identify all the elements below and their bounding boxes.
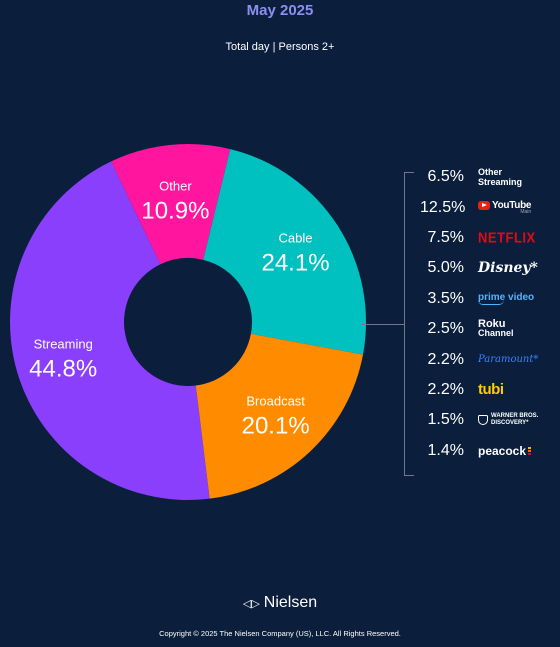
youtube-play-icon [478,201,490,211]
nielsen-logo: ◁▷ Nielsen [0,594,560,612]
breakdown-value: 3.5% [427,289,464,307]
slice-label-cable: Cable [279,231,313,246]
paramount-logo: Paramount* [478,353,539,365]
streaming-breakdown-list: 6.5% Other Streaming 12.5% YouTube Main … [420,162,560,466]
prime-video-logo: prime video [478,291,535,305]
breakdown-value: 2.5% [427,320,464,338]
breakdown-value: 12.5% [420,198,466,216]
donut-slice-cable [203,149,366,355]
slice-value-other: 10.9% [141,198,209,225]
slice-value-streaming: 44.8% [29,355,97,382]
breakdown-row-netflix: 7.5% NETFLIX [420,223,560,253]
breakdown-row-youtube: 12.5% YouTube Main [420,192,560,222]
warner-bros-discovery-logo: WARNER BROS. DISCOVERY* [478,413,538,427]
peacock-label: peacock [478,443,527,458]
prime-video-label: prime video [478,291,535,303]
nielsen-mark-icon: ◁▷ [242,597,260,610]
youtube-sub-label: Main [520,208,532,215]
donut-slice-streaming [9,161,210,501]
wbd-label-bottom: DISCOVERY* [491,420,529,427]
slice-value-cable: 24.1% [261,250,329,277]
breakdown-value: 1.5% [427,411,464,429]
other-streaming-label: Other Streaming [478,167,523,188]
breakdown-row-prime-video: 3.5% prime video [420,284,560,314]
donut-chart: Streaming 44.8% Other 10.9% Cable 24.1% Broadc… [9,144,366,501]
donut-slice-other [111,144,231,265]
breakdown-row-roku: 2.5% Roku Channel [420,314,560,344]
roku-channel-label: Channel [478,328,514,339]
slice-label-other: Other [159,179,192,194]
tubi-logo: tubi [478,380,504,398]
breakdown-value: 6.5% [427,168,464,186]
streaming-bracket [404,172,414,476]
netflix-logo: NETFLIX [478,229,536,246]
prime-smile-icon [478,300,504,305]
peacock-dots-icon [528,446,532,455]
roku-label: Roku [478,318,506,331]
slice-label-broadcast: Broadcast [246,393,305,408]
slice-value-broadcast: 20.1% [242,412,310,439]
wb-shield-icon [478,415,488,426]
chart-subtitle: Total day | Persons 2+ [225,41,335,53]
youtube-logo: YouTube Main [478,199,532,215]
breakdown-row-peacock: 1.4% peacock [420,436,560,466]
breakdown-row-wbd: 1.5% WARNER BROS. DISCOVERY* [420,405,560,435]
breakdown-row-paramount: 2.2% Paramount* [420,344,560,374]
breakdown-value: 5.0% [427,259,464,277]
breakdown-value: 2.2% [427,380,464,398]
slice-label-streaming: Streaming [34,336,93,351]
breakdown-value: 7.5% [427,228,464,246]
youtube-label: YouTube [492,199,532,211]
breakdown-value: 2.2% [427,350,464,368]
breakdown-row-other-streaming: 6.5% Other Streaming [420,162,560,192]
peacock-logo: peacock [478,443,532,458]
breakdown-row-disney: 5.0% Disney* [420,253,560,283]
breakdown-value: 1.4% [427,441,464,459]
copyright-text: Copyright © 2025 The Nielsen Company (US… [159,629,401,638]
donut-slice-broadcast [195,333,363,499]
breakdown-row-tubi: 2.2% tubi [420,375,560,405]
chart-title: May 2025 [246,2,314,19]
wbd-label-top: WARNER BROS. [491,413,539,420]
streaming-bracket-connector [362,324,404,325]
nielsen-wordmark: Nielsen [263,594,318,611]
roku-channel-logo: Roku Channel [478,318,514,339]
disney-logo: Disney* [478,260,538,277]
